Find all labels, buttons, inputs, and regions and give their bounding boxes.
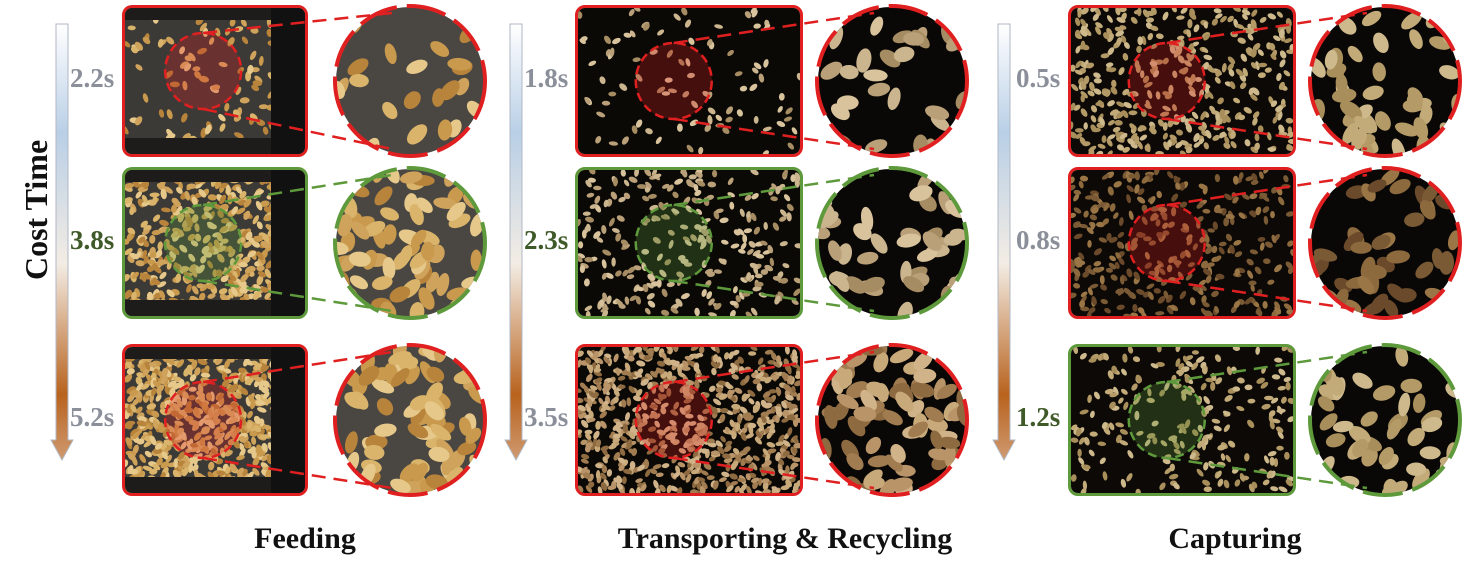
sample-image [1068,5,1296,157]
sample-image [575,167,803,319]
zoomed-view [818,7,966,155]
sample-image [1068,344,1296,496]
stage-caption: Feeding [254,522,356,555]
arrow-shape [50,23,74,462]
sample-image [122,344,308,496]
cost-time-arrow [992,22,1016,462]
arrow-shape [992,23,1016,462]
sample-image [1068,167,1296,319]
y-axis-label: Cost Time [18,139,54,280]
focus-region [1127,41,1207,121]
focus-region [163,31,243,111]
cost-time-value: 3.8s [70,225,115,255]
zoomed-view [818,346,966,494]
zoomed-view [336,346,484,494]
zoomed-view [1311,7,1459,155]
sample-image [575,344,803,496]
cost-time-value: 1.2s [1016,402,1061,432]
focus-region [1127,203,1207,283]
cost-time-value: 1.8s [524,63,569,93]
focus-region [163,203,243,283]
stage-caption: Capturing [1168,522,1302,555]
zoomed-view [336,169,484,317]
stage-caption: Transporting & Recycling [617,522,953,555]
cost-time-value: 3.5s [524,402,569,432]
focus-region [634,41,714,121]
cost-time-value: 2.3s [524,225,569,255]
cost-time-value: 0.8s [1016,225,1061,255]
sample-image [122,167,308,319]
zoomed-view [336,7,484,155]
sample-image [122,5,308,157]
cost-time-value: 5.2s [70,402,115,432]
zoomed-view [1311,169,1459,317]
cost-time-arrow [504,22,528,462]
focus-region [1127,380,1207,460]
cost-time-value: 0.5s [1016,63,1061,93]
focus-region [163,380,243,460]
zoomed-view [818,169,966,317]
cost-time-value: 2.2s [70,63,115,93]
sample-image [575,5,803,157]
cost-time-arrow [50,22,74,462]
focus-region [634,203,714,283]
zoomed-view [1311,346,1459,494]
focus-region [634,380,714,460]
arrow-shape [504,23,528,462]
